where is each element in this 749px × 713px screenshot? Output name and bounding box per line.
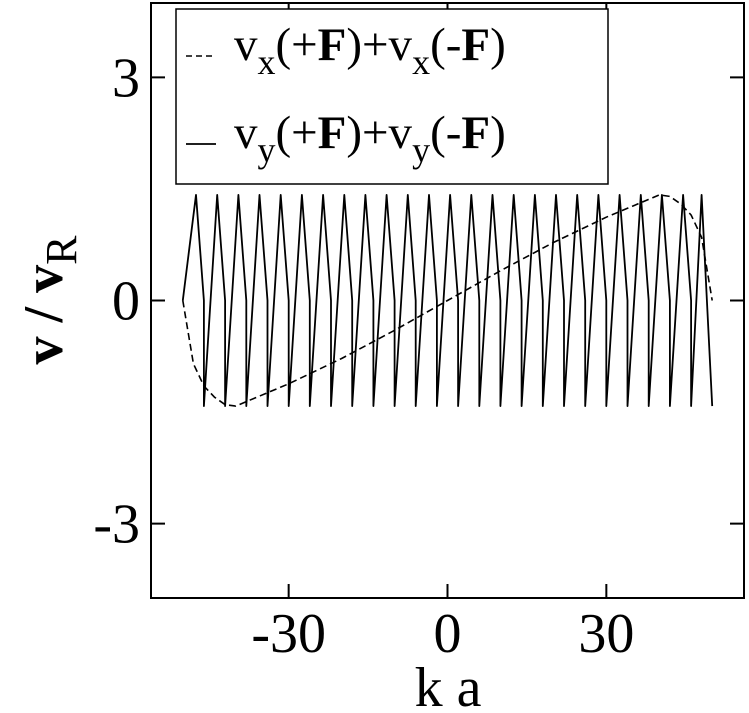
legend-label-part: ) xyxy=(490,107,506,159)
legend-label-part: )+v xyxy=(346,107,412,159)
legend-label-part: v xyxy=(234,19,258,71)
legend-label-part: y xyxy=(412,130,430,170)
y-tick-label: 0 xyxy=(112,271,140,333)
x-tick-label: -30 xyxy=(251,603,326,665)
series-line-dashed xyxy=(182,194,713,407)
y-tick-label: 3 xyxy=(112,47,140,109)
x-axis-label: k a xyxy=(415,657,482,713)
legend-label-vy: vy(+F)+vy(-F) xyxy=(234,107,506,170)
legend-label-vx: vx(+F)+vx(-F) xyxy=(234,19,506,82)
legend-label-part: F xyxy=(318,19,347,71)
legend-label-part: (- xyxy=(430,107,461,159)
y-axis-label-sub: R xyxy=(37,235,86,265)
y-axis-label-base: v / v xyxy=(13,265,75,365)
legend: vx(+F)+vx(-F) vy(+F)+vy(-F) xyxy=(175,8,609,185)
legend-label-part: v xyxy=(234,107,258,159)
y-tick-label: -3 xyxy=(93,494,140,556)
y-axis-label: v / vR xyxy=(13,235,86,365)
legend-label-part: ) xyxy=(490,19,506,71)
legend-label-part: )+v xyxy=(346,19,412,71)
x-tick-label: 0 xyxy=(434,603,462,665)
series-layer xyxy=(181,193,714,408)
series-line-solid xyxy=(181,193,714,408)
legend-label-part: F xyxy=(318,107,347,159)
legend-label-part: F xyxy=(461,107,490,159)
legend-label-part: (- xyxy=(430,19,461,71)
axis-ticks: -30 0 30-303 xyxy=(93,3,744,665)
legend-label-part: F xyxy=(461,19,490,71)
legend-label-part: x xyxy=(258,42,276,82)
legend-label-part: y xyxy=(258,130,276,170)
legend-label-part: (+ xyxy=(276,107,318,159)
legend-label-part: x xyxy=(412,42,430,82)
x-tick-label: 30 xyxy=(578,603,634,665)
legend-box xyxy=(175,8,609,185)
legend-label-part: (+ xyxy=(276,19,318,71)
